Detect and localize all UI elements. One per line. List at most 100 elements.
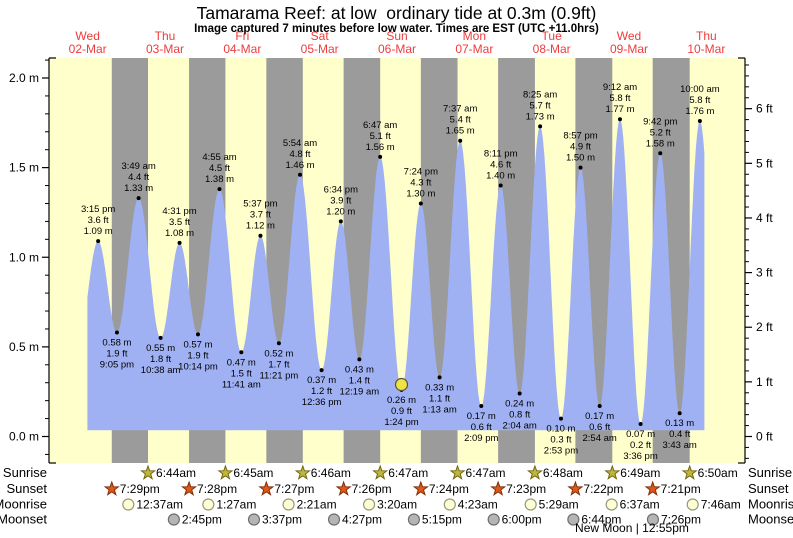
- low-tide-m-label: 0.43 m: [345, 364, 374, 375]
- low-tide-ft-label: 1.8 ft: [150, 354, 171, 365]
- tide-extremum-dot: [517, 391, 522, 396]
- high-tide-ft-label: 4.8 ft: [289, 149, 310, 160]
- high-tide-time-label: 8:11 pm: [484, 149, 518, 160]
- left-axis-tick-label: 1.5 m: [9, 161, 39, 175]
- astro-row-label-right-moonset: Moonset: [748, 512, 793, 527]
- low-tide-m-label: 0.33 m: [425, 382, 454, 393]
- high-tide-time-label: 5:54 am: [283, 138, 317, 149]
- low-tide-time-label: 10:14 pm: [178, 361, 218, 372]
- right-axis-tick-label: 2 ft: [756, 320, 773, 334]
- moonrise-circle-icon: [686, 498, 699, 511]
- moonrise-time: 12:37am: [136, 498, 183, 512]
- sunrise-star-icon: [604, 464, 621, 480]
- moonrise-time: 2:21am: [297, 498, 337, 512]
- high-tide-m-label: 1.33 m: [124, 183, 153, 194]
- high-tide-time-label: 5:37 pm: [243, 199, 277, 210]
- moonrise-time: 7:46am: [701, 498, 741, 512]
- high-tide-time-label: 4:55 am: [202, 152, 236, 163]
- moonset-circle-icon: [247, 513, 261, 526]
- high-tide-time-label: 4:31 pm: [162, 206, 196, 217]
- right-axis-tick-label: 3 ft: [756, 266, 773, 280]
- high-tide-m-label: 1.30 m: [406, 188, 435, 199]
- low-tide-ft-label: 1.2 ft: [311, 386, 332, 397]
- day-label-date: 06-Mar: [378, 42, 416, 56]
- chart-title: Tamarama Reef: at low ordinary tide at 0…: [196, 3, 597, 23]
- high-tide-time-label: 6:34 pm: [324, 184, 358, 195]
- high-tide-time-label: 7:24 pm: [404, 166, 438, 177]
- moonrise-circle-icon: [524, 498, 537, 511]
- moonset-time: 5:15pm: [422, 513, 462, 527]
- tide-extremum-dot: [638, 421, 643, 426]
- low-tide-time-label: 10:38 am: [141, 365, 181, 376]
- high-tide-time-label: 9:12 am: [603, 82, 637, 93]
- moonset-circle-icon: [407, 513, 421, 526]
- high-tide-m-label: 1.65 m: [446, 126, 475, 137]
- low-tide-ft-label: 0.6 ft: [471, 422, 492, 433]
- sunrise-time: 6:45am: [233, 466, 273, 480]
- high-tide-time-label: 8:57 pm: [563, 131, 597, 142]
- low-tide-m-label: 0.58 m: [102, 338, 131, 349]
- moonset-circle-icon: [646, 513, 660, 526]
- low-tide-m-label: 0.07 m: [626, 429, 655, 440]
- tide-extremum-dot: [479, 404, 484, 409]
- low-tide-m-label: 0.26 m: [387, 395, 416, 406]
- tide-extremum-dot: [658, 151, 663, 156]
- tide-extremum-dot: [437, 375, 442, 380]
- moonrise-time: 3:20am: [377, 498, 417, 512]
- day-label-weekday: Thu: [696, 29, 717, 43]
- high-tide-time-label: 3:15 pm: [81, 204, 115, 215]
- high-tide-time-label: 9:42 pm: [643, 116, 677, 127]
- low-tide-m-label: 0.57 m: [183, 339, 212, 350]
- sunset-star-icon: [490, 480, 507, 496]
- tide-extremum-dot: [258, 233, 263, 238]
- low-tide-time-label: 2:04 am: [502, 420, 536, 431]
- day-label-weekday: Thu: [155, 29, 176, 43]
- sunset-time: 7:23pm: [506, 482, 546, 496]
- low-tide-ft-label: 0.2 ft: [630, 440, 651, 451]
- sunset-time: 7:29pm: [120, 482, 160, 496]
- high-tide-ft-label: 5.2 ft: [650, 127, 671, 138]
- sunset-star-icon: [180, 480, 198, 496]
- astro-row-label-right-sunset: Sunset: [748, 481, 789, 496]
- low-tide-time-label: 2:09 pm: [464, 433, 498, 444]
- tide-extremum-dot: [597, 404, 602, 409]
- sunset-star-icon: [258, 480, 275, 496]
- high-tide-m-label: 1.38 m: [205, 174, 234, 185]
- sunset-star-icon: [644, 480, 661, 496]
- day-label-date: 03-Mar: [146, 42, 184, 56]
- high-tide-m-label: 1.08 m: [165, 228, 194, 239]
- tide-extremum-dot: [357, 357, 362, 362]
- moonrise-time: 4:23am: [458, 498, 498, 512]
- tide-extremum-dot: [195, 332, 200, 337]
- moonrise-circle-icon: [122, 498, 135, 511]
- sunrise-star-icon: [526, 464, 544, 480]
- tide-extremum-dot: [338, 219, 343, 224]
- high-tide-m-label: 1.76 m: [685, 106, 714, 117]
- high-tide-ft-label: 3.9 ft: [330, 195, 351, 206]
- low-tide-time-label: 2:53 pm: [544, 446, 578, 457]
- tide-extremum-dot: [136, 196, 141, 201]
- high-tide-time-label: 8:25 am: [523, 89, 557, 100]
- high-tide-m-label: 1.58 m: [646, 138, 675, 149]
- sunrise-star-icon: [372, 464, 389, 480]
- high-tide-ft-label: 5.8 ft: [689, 95, 710, 106]
- low-tide-m-label: 0.24 m: [505, 398, 534, 409]
- sunrise-star-icon: [139, 464, 157, 480]
- moonset-time: 6:44pm: [581, 513, 621, 527]
- high-tide-m-label: 1.50 m: [566, 153, 595, 164]
- moonrise-circle-icon: [605, 498, 618, 511]
- sunset-star-icon: [335, 480, 352, 496]
- high-tide-ft-label: 3.5 ft: [169, 217, 190, 228]
- high-tide-ft-label: 5.4 ft: [450, 115, 471, 126]
- sunset-time: 7:27pm: [274, 482, 314, 496]
- day-label-weekday: Tue: [542, 29, 563, 43]
- low-tide-m-label: 0.37 m: [307, 375, 336, 386]
- day-label-weekday: Sat: [311, 29, 330, 43]
- tide-extremum-dot: [578, 165, 583, 170]
- low-tide-m-label: 0.55 m: [146, 343, 175, 354]
- astro-row-label-left-moonrise: Moonrise: [0, 497, 47, 512]
- chart-subtitle: Image captured 7 minutes before low wate…: [194, 23, 599, 35]
- low-tide-time-label: 1:24 pm: [384, 417, 418, 428]
- moonset-circle-icon: [167, 513, 180, 526]
- tide-extremum-dot: [114, 330, 119, 335]
